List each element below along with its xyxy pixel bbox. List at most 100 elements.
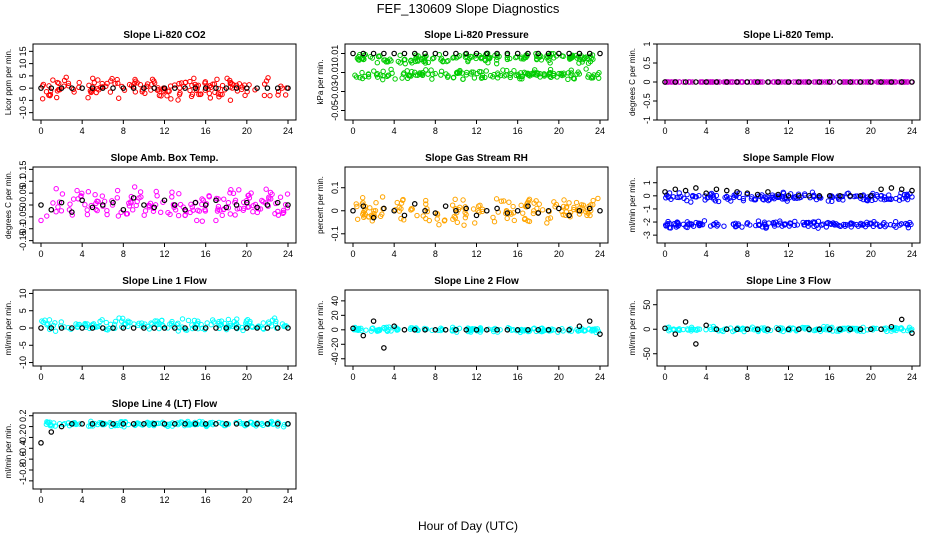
plot-frame (32, 43, 297, 121)
median-point (120, 325, 127, 331)
data-point (728, 198, 734, 204)
x-tick-label: 24 (283, 126, 293, 136)
data-point (386, 324, 392, 330)
median-point (566, 50, 572, 57)
data-point (526, 196, 533, 202)
data-point (394, 327, 400, 333)
data-point (409, 60, 415, 66)
data-point (388, 66, 394, 73)
data-point (376, 327, 383, 334)
median-point (244, 325, 250, 331)
median-point (213, 85, 219, 91)
data-point (44, 213, 50, 219)
median-point (586, 205, 593, 212)
x-tick-label: 0 (662, 249, 667, 259)
data-point (678, 193, 684, 200)
data-point (191, 75, 197, 82)
data-point (426, 217, 433, 224)
data-point (511, 68, 517, 74)
data-point (124, 211, 131, 217)
data-point (356, 326, 362, 333)
data-point (814, 326, 821, 333)
median-point (514, 327, 521, 333)
x-tick-label: 0 (38, 372, 43, 382)
x-tick-label: 4 (392, 126, 397, 136)
data-point (214, 208, 221, 214)
median-point (48, 206, 55, 213)
data-point (770, 194, 776, 200)
median-point (535, 210, 542, 216)
data-point (703, 326, 709, 333)
data-point (571, 204, 577, 211)
x-tick-label: 16 (513, 372, 523, 382)
data-point (55, 204, 61, 210)
data-point (693, 219, 699, 226)
data-point (686, 221, 692, 227)
median-point (89, 421, 96, 427)
x-tick-label: 20 (242, 495, 252, 505)
median-point (672, 79, 679, 85)
y-tick-label: 0 (18, 86, 28, 91)
data-point (219, 82, 226, 89)
data-point (125, 421, 132, 428)
data-point (226, 324, 232, 330)
data-point (829, 198, 835, 205)
median-point (130, 421, 137, 427)
data-point (551, 199, 557, 205)
median-point (432, 50, 439, 57)
data-point (550, 327, 557, 333)
data-point (897, 222, 903, 228)
median-point (171, 202, 178, 208)
median-point (576, 323, 583, 329)
data-point (793, 79, 799, 85)
median-point (48, 429, 55, 435)
x-tick-label: 12 (783, 372, 793, 382)
median-point (432, 327, 439, 333)
median-point (826, 79, 833, 85)
data-point (891, 222, 897, 229)
median-point (264, 421, 271, 427)
data-point (582, 327, 589, 334)
data-point (438, 57, 444, 63)
data-point (893, 327, 899, 334)
y-tick-label: 0.1 (330, 181, 340, 194)
data-point (491, 327, 497, 333)
median-point (909, 187, 915, 194)
y-tick-label: 0 (18, 202, 28, 207)
data-point (373, 72, 380, 78)
data-point (144, 81, 151, 87)
data-point (534, 56, 540, 62)
data-point (710, 221, 717, 228)
median-point (888, 323, 895, 330)
data-point (438, 325, 444, 331)
median-point (734, 189, 740, 195)
data-point (175, 328, 181, 334)
data-point (176, 191, 182, 197)
data-point (357, 74, 363, 81)
data-point (867, 220, 873, 227)
median-point (244, 85, 250, 91)
data-point (483, 68, 489, 74)
median-point (391, 207, 397, 214)
x-tick-label: 8 (121, 249, 126, 259)
x-tick-label: 4 (392, 372, 397, 382)
median-point (662, 189, 668, 195)
median-point (868, 193, 874, 199)
data-point (195, 207, 201, 214)
x-tick-label: 20 (866, 372, 876, 382)
data-point (244, 89, 250, 95)
data-point (165, 325, 171, 331)
data-point (371, 68, 377, 74)
median-point (264, 202, 271, 208)
data-point (487, 54, 493, 61)
data-point (246, 195, 253, 201)
data-point (811, 220, 817, 226)
y-axis-label: ml/min per min. (4, 424, 13, 479)
median-point (847, 193, 854, 199)
data-point (883, 79, 890, 85)
data-point (493, 196, 500, 202)
data-point (686, 79, 692, 85)
median-point (223, 85, 230, 91)
data-point (266, 196, 272, 202)
data-point (721, 79, 727, 85)
